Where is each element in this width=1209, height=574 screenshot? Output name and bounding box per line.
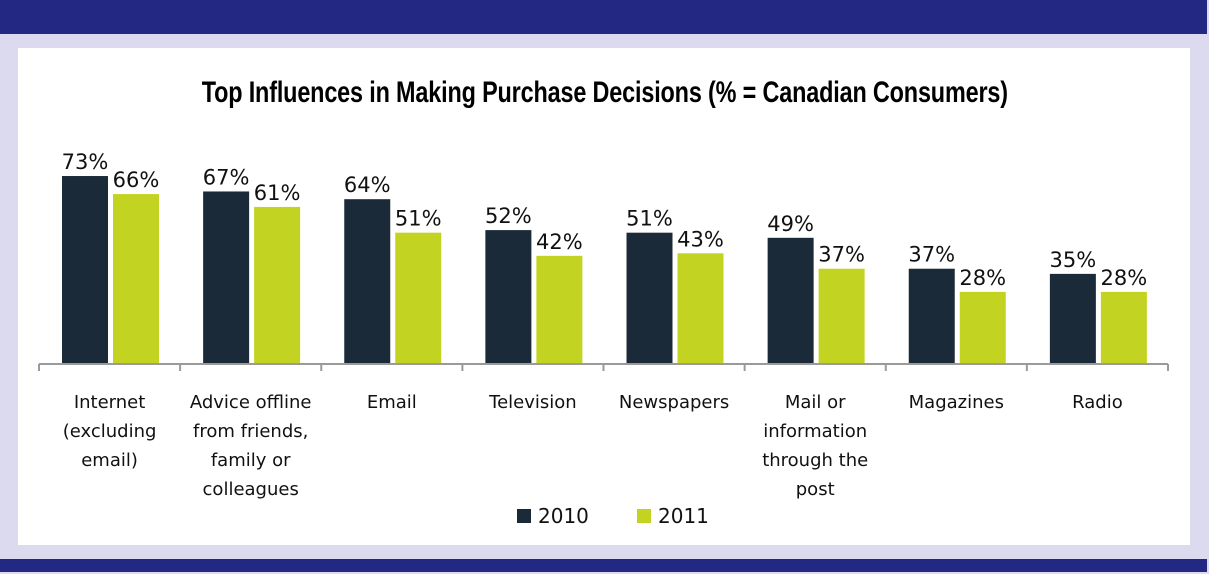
category-label: Internet (excluding email) xyxy=(62,392,157,471)
bar-2010-6 xyxy=(908,268,955,364)
data-label-2010-1: 67% xyxy=(203,165,250,189)
chart-title-text: Top Influences in Making Purchase Decisi… xyxy=(201,76,1008,109)
legend-swatch-2010 xyxy=(517,509,531,523)
data-label-2010-3: 52% xyxy=(485,204,532,228)
data-label-2011-0: 66% xyxy=(113,168,160,192)
category-label: Mail or information through the post xyxy=(762,392,869,500)
data-label-2011-1: 61% xyxy=(254,181,301,205)
bar-2011-3 xyxy=(536,255,583,364)
bar-2010-5 xyxy=(767,237,814,364)
data-label-2011-2: 51% xyxy=(395,207,442,231)
bar-2011-2 xyxy=(395,232,442,364)
category-label: Newspapers xyxy=(618,392,730,413)
legend-item-2011: 2011 xyxy=(637,504,709,528)
bar-2010-7 xyxy=(1049,273,1096,364)
bar-2011-0 xyxy=(113,194,159,364)
data-label-2011-5: 37% xyxy=(818,243,865,267)
data-label-2011-4: 43% xyxy=(677,227,724,251)
category-label: Magazines xyxy=(908,392,1004,413)
category-label: Radio xyxy=(1072,392,1123,413)
data-label-2010-2: 64% xyxy=(344,173,391,197)
data-label-2011-7: 28% xyxy=(1101,266,1148,290)
data-label-2010-7: 35% xyxy=(1050,248,1097,272)
legend-swatch-2011 xyxy=(637,509,651,523)
data-label-2010-5: 49% xyxy=(767,212,814,236)
data-label-2010-0: 73% xyxy=(62,150,109,174)
legend-item-2010: 2010 xyxy=(517,504,589,528)
bar-2011-5 xyxy=(818,268,865,364)
bar-2010-4 xyxy=(626,232,673,364)
top-banner xyxy=(0,0,1207,34)
bar-2011-6 xyxy=(959,291,1006,364)
bar-2011-1 xyxy=(254,206,301,364)
bar-2011-7 xyxy=(1100,291,1147,364)
chart-title: Top Influences in Making Purchase Decisi… xyxy=(0,76,1209,110)
bar-2010-1 xyxy=(203,191,250,364)
bar-2010-3 xyxy=(485,230,532,364)
data-label-2010-6: 37% xyxy=(908,243,955,267)
legend-label-2010: 2010 xyxy=(538,504,589,528)
bar-2010-2 xyxy=(344,199,391,364)
category-label: Email xyxy=(366,392,417,413)
bar-2010-0 xyxy=(62,176,108,364)
data-label-2011-6: 28% xyxy=(959,266,1006,290)
bottom-banner xyxy=(0,559,1207,572)
data-label-2011-3: 42% xyxy=(536,230,583,254)
legend-label-2011: 2011 xyxy=(658,504,709,528)
category-label: Advice offline from friends, family or c… xyxy=(189,392,312,500)
category-label: Television xyxy=(489,392,577,413)
bar-2011-4 xyxy=(677,253,724,364)
data-label-2010-4: 51% xyxy=(626,207,673,231)
